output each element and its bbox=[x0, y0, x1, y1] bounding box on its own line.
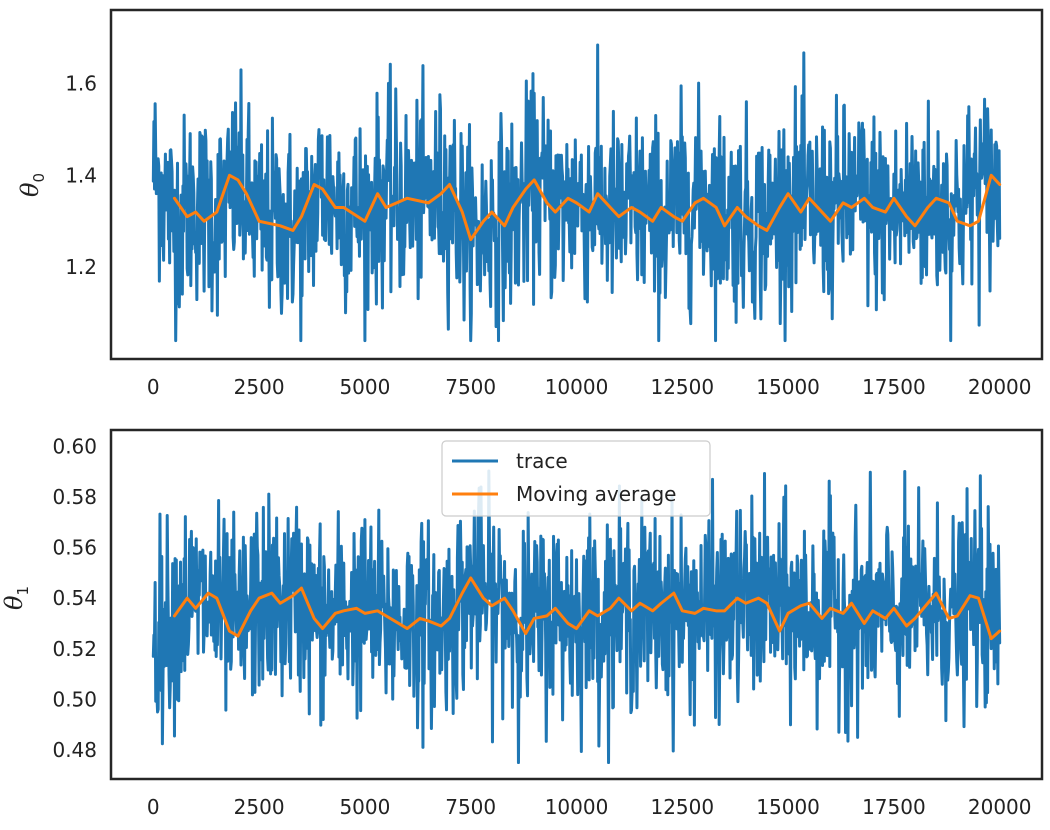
x-tick-label: 0 bbox=[147, 795, 160, 819]
y-tick-label: 0.56 bbox=[52, 536, 97, 560]
x-tick-label: 5000 bbox=[339, 795, 390, 819]
x-tick-label: 12500 bbox=[650, 795, 714, 819]
theta1-panel: 0 2500 5000 7500 10000 12500 15000 17500 20000 0… bbox=[0, 428, 1044, 819]
legend: trace Moving average bbox=[441, 440, 711, 517]
trace-series-line bbox=[151, 469, 1002, 765]
x-tick-label: 15000 bbox=[756, 375, 820, 399]
y-tick-label: 0.52 bbox=[52, 637, 97, 661]
theta1-x-ticks: 0 2500 5000 7500 10000 12500 15000 17500 20000 bbox=[147, 795, 1032, 819]
x-tick-label: 20000 bbox=[968, 375, 1032, 399]
legend-box bbox=[441, 440, 711, 517]
x-tick-label: 12500 bbox=[650, 375, 714, 399]
trace-series-line bbox=[151, 43, 1002, 343]
theta0-axes-frame bbox=[109, 8, 1044, 361]
x-tick-label: 7500 bbox=[445, 375, 496, 399]
moving-average-series-line bbox=[172, 173, 1002, 242]
legend-moving-average-label: Moving average bbox=[516, 482, 677, 506]
y-tick-label: 0.54 bbox=[52, 586, 97, 610]
theta0-panel: 0 2500 5000 7500 10000 12500 15000 17500 20000 1… bbox=[16, 8, 1044, 399]
x-tick-label: 2500 bbox=[234, 795, 285, 819]
y-tick-label: 0.60 bbox=[52, 434, 97, 458]
x-tick-label: 10000 bbox=[545, 795, 609, 819]
y-tick-label: 1.2 bbox=[65, 255, 97, 279]
theta0-y-ticks: 1.2 1.4 1.6 bbox=[65, 72, 97, 280]
moving-average-series-line bbox=[172, 576, 1002, 641]
theta0-series-layer bbox=[151, 43, 1002, 343]
theta1-series-layer bbox=[151, 469, 1002, 765]
y-tick-label: 0.50 bbox=[52, 687, 97, 711]
x-tick-label: 0 bbox=[147, 375, 160, 399]
x-tick-label: 7500 bbox=[445, 795, 496, 819]
y-tick-label: 1.4 bbox=[65, 163, 97, 187]
y-tick-label: 1.6 bbox=[65, 72, 97, 96]
x-tick-label: 17500 bbox=[862, 375, 926, 399]
theta1-axes-frame bbox=[109, 428, 1044, 781]
x-tick-label: 10000 bbox=[545, 375, 609, 399]
x-tick-label: 17500 bbox=[862, 795, 926, 819]
y-tick-label: 0.58 bbox=[52, 485, 97, 509]
x-tick-label: 2500 bbox=[234, 375, 285, 399]
x-tick-label: 5000 bbox=[339, 375, 390, 399]
y-tick-label: 0.48 bbox=[52, 738, 97, 762]
theta1-y-ticks: 0.48 0.50 0.52 0.54 0.56 0.58 0.60 bbox=[52, 434, 97, 762]
theta0-x-ticks: 0 2500 5000 7500 10000 12500 15000 17500 20000 bbox=[147, 375, 1032, 399]
legend-trace-label: trace bbox=[516, 449, 568, 473]
x-tick-label: 15000 bbox=[756, 795, 820, 819]
theta1-ylabel: θ1 bbox=[0, 586, 32, 610]
x-tick-label: 20000 bbox=[968, 795, 1032, 819]
theta0-ylabel: θ0 bbox=[16, 173, 48, 197]
